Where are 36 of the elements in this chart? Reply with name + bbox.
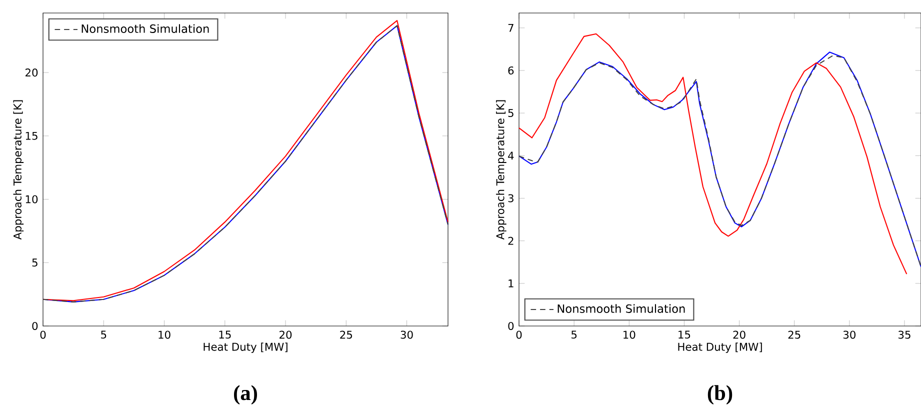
legend-label: Nonsmooth Simulation bbox=[558, 304, 685, 313]
text: (a) bbox=[234, 385, 258, 405]
y-tick-label: 4 bbox=[508, 152, 514, 160]
x-tick-label: 0 bbox=[40, 330, 46, 339]
y-tick-label: 0 bbox=[32, 322, 38, 330]
x-tick-label: 20 bbox=[733, 330, 746, 339]
y-tick-label: 10 bbox=[26, 195, 38, 204]
x-tick-label: 10 bbox=[158, 330, 170, 339]
y-tick-label: 0 bbox=[508, 322, 514, 330]
x-axis-title: Heat Duty [MW] bbox=[678, 342, 762, 353]
y-tick-label: 5 bbox=[32, 258, 38, 267]
x-tick-label: 10 bbox=[624, 330, 636, 339]
y-axis-title: Approach Temperature [K] bbox=[13, 100, 24, 240]
x-tick-label: 20 bbox=[280, 330, 292, 339]
y-tick-label: 2 bbox=[508, 236, 514, 245]
x-tick-label: 5 bbox=[101, 330, 106, 339]
x-tick-label: 15 bbox=[219, 330, 231, 339]
x-tick-label: 15 bbox=[678, 330, 690, 339]
x-axis-title: Heat Duty [MW] bbox=[204, 342, 288, 353]
y-tick-label: 20 bbox=[26, 68, 38, 77]
x-tick-label: 0 bbox=[516, 330, 522, 339]
x-tick-label: 25 bbox=[340, 330, 352, 339]
y-tick-label: 5 bbox=[508, 109, 514, 118]
x-tick-label: 30 bbox=[400, 330, 413, 339]
y-tick-label: 1 bbox=[508, 280, 514, 288]
y-tick-label: 15 bbox=[26, 132, 38, 140]
text: (b) bbox=[708, 385, 732, 405]
y-tick-label: 6 bbox=[508, 66, 514, 75]
x-tick-label: 25 bbox=[788, 330, 800, 339]
legend-label: Nonsmooth Simulation bbox=[82, 24, 209, 33]
x-tick-label: 5 bbox=[571, 330, 577, 339]
y-axis-title: Approach Temperature [K] bbox=[496, 100, 506, 240]
x-tick-label: 30 bbox=[843, 330, 856, 339]
y-tick-label: 7 bbox=[508, 24, 514, 32]
y-tick-label: 3 bbox=[508, 194, 514, 202]
x-tick-label: 35 bbox=[898, 330, 910, 339]
